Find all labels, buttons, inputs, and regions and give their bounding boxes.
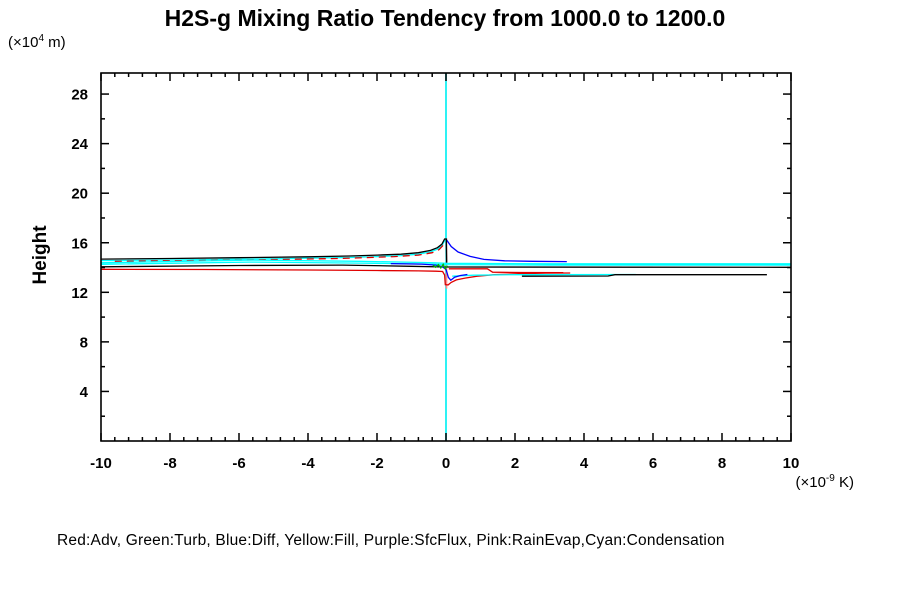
- x-axis-unit-label: (×10-9 K): [795, 473, 854, 492]
- x-tick-label: -4: [301, 455, 315, 472]
- y-tick-label: 24: [71, 136, 88, 153]
- y-tick-label: 4: [80, 384, 89, 401]
- x-tick-label: 6: [649, 455, 657, 472]
- series-adv-right-upper: [448, 268, 564, 274]
- x-tick-label: 0: [442, 455, 450, 472]
- series-total-flat-line: [100, 264, 792, 268]
- chart-title: H2S-g Mixing Ratio Tendency from 1000.0 …: [164, 5, 726, 31]
- y-tick-label: 20: [71, 186, 88, 203]
- series-total-rise-peak: [100, 238, 448, 263]
- x-tick-label: -2: [370, 455, 383, 472]
- series-turb-spikes: [432, 262, 448, 271]
- x-tick-label: 2: [511, 455, 519, 472]
- y-tick-label: 16: [71, 235, 88, 252]
- series-condensation-band-upper: [100, 259, 791, 265]
- x-tick-label: 10: [783, 455, 800, 472]
- y-tick-label: 28: [71, 87, 88, 104]
- y-tick-label: 12: [71, 285, 88, 302]
- series-diff-dip: [390, 262, 468, 282]
- x-tick-label: -6: [232, 455, 245, 472]
- x-tick-label: -8: [163, 455, 176, 472]
- x-tick-label: 4: [580, 455, 589, 472]
- legend-text-line: Red:Adv, Green:Turb, Blue:Diff, Yellow:F…: [57, 532, 725, 549]
- series-diff-decay: [445, 239, 567, 263]
- x-tick-label: 8: [718, 455, 726, 472]
- series-total-low-right: [521, 274, 767, 277]
- y-axis-unit-label: (×104 m): [8, 33, 66, 52]
- y-tick-label: 8: [80, 334, 88, 351]
- x-tick-label: -10: [90, 455, 112, 472]
- series-adv-rise: [114, 241, 446, 262]
